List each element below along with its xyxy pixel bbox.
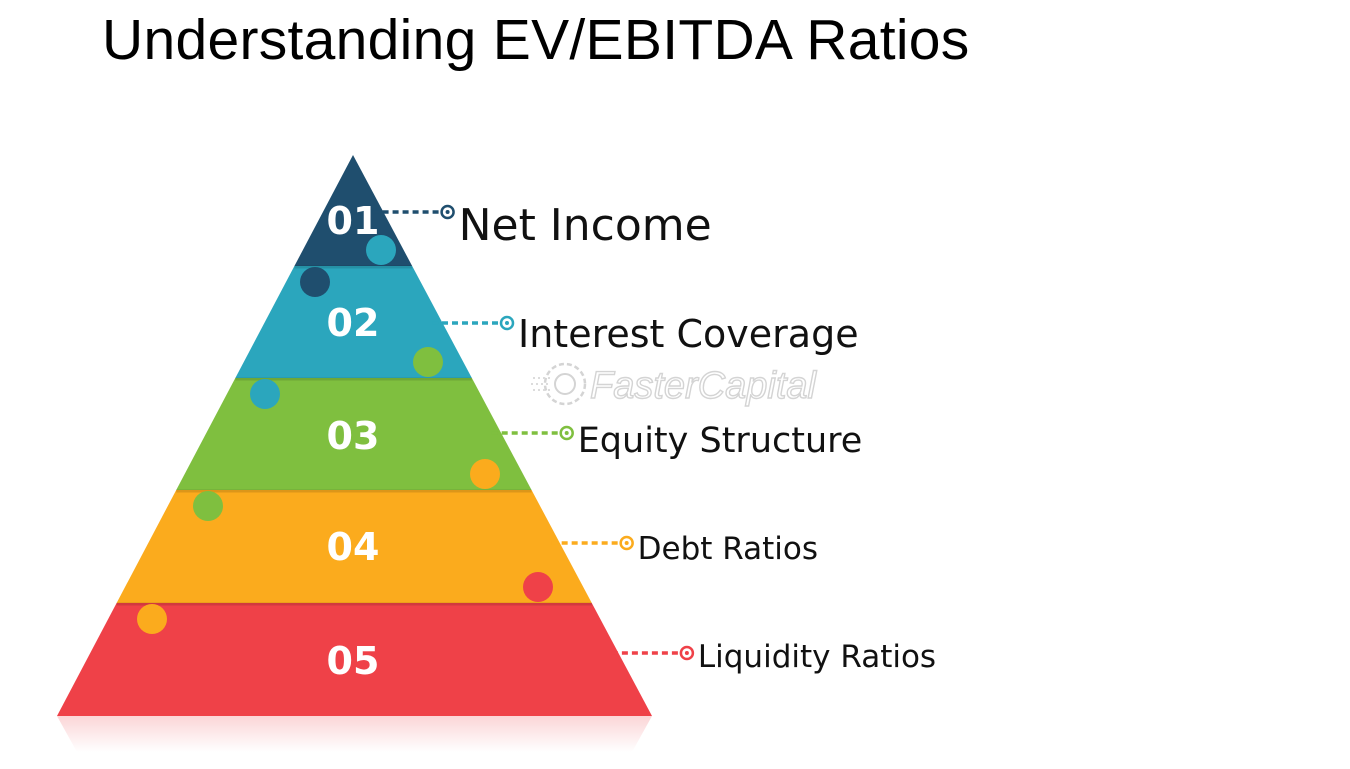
layer-label-01: Net Income	[459, 200, 712, 251]
connector-dot-center	[445, 210, 450, 214]
puzzle-knob	[413, 347, 443, 377]
puzzle-knob	[523, 572, 553, 602]
puzzle-knob	[366, 235, 396, 265]
connector-dot-center	[505, 321, 510, 325]
watermark-text: FasterCapital	[590, 365, 818, 407]
pyramid-layer-04	[116, 490, 592, 603]
layer-label-03: Equity Structure	[578, 421, 863, 461]
layer-number-03: 03	[327, 414, 380, 458]
connector-dot-center	[684, 651, 689, 655]
layer-label-02: Interest Coverage	[518, 312, 859, 356]
connector-dot-center	[564, 431, 569, 435]
layer-number-02: 02	[327, 301, 380, 345]
watermark-logo	[531, 362, 587, 406]
puzzle-knob	[250, 379, 280, 409]
layer-label-04: Debt Ratios	[638, 531, 818, 567]
page-title: Understanding EV/EBITDA Ratios	[102, 8, 970, 72]
layer-number-05: 05	[327, 639, 380, 683]
puzzle-knob	[470, 459, 500, 489]
layer-number-04: 04	[327, 525, 380, 569]
pyramid-reflection	[57, 716, 652, 752]
puzzle-knob	[137, 604, 167, 634]
puzzle-knob	[193, 491, 223, 521]
pyramid-layer-02	[235, 266, 472, 378]
layer-label-05: Liquidity Ratios	[698, 639, 936, 675]
connector-dot-center	[624, 541, 629, 545]
layer-number-01: 01	[327, 199, 380, 243]
puzzle-knob	[300, 267, 330, 297]
pyramid-layer-05	[57, 603, 652, 716]
